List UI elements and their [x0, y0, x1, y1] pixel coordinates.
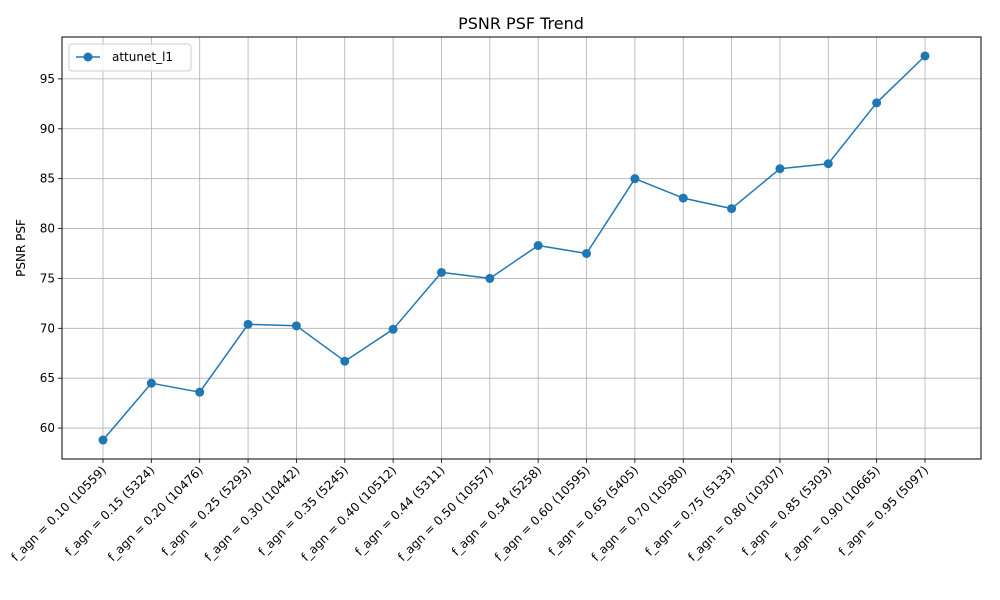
y-tick-label: 60 — [40, 421, 55, 435]
x-tick-label: f_agn = 0.60 (10595) — [492, 463, 593, 564]
data-point — [436, 267, 446, 277]
series-layer — [98, 51, 930, 445]
x-tick-label: f_agn = 0.15 (5324) — [62, 463, 157, 558]
data-point — [872, 98, 882, 108]
y-tick-label: 75 — [40, 271, 55, 285]
y-axis-ticks: 60 65 70 75 80 85 90 95 — [40, 72, 62, 435]
x-tick-label: f_agn = 0.80 (10307) — [685, 463, 786, 564]
y-tick-label: 95 — [40, 72, 55, 86]
y-tick-label: 65 — [40, 371, 55, 385]
data-point — [195, 387, 205, 397]
data-point — [823, 159, 833, 169]
data-point — [340, 356, 350, 366]
legend: attunet_l1 — [68, 43, 192, 72]
x-tick-label: f_agn = 0.90 (10665) — [782, 463, 883, 564]
chart-title: PSNR PSF Trend — [458, 14, 584, 33]
x-axis-ticks: f_agn = 0.10 (10559)f_agn = 0.15 (5324)f… — [8, 459, 931, 564]
data-point — [678, 193, 688, 203]
legend-point-marker — [83, 52, 93, 62]
data-point — [291, 321, 301, 331]
x-tick-label: f_agn = 0.40 (10512) — [298, 463, 399, 564]
y-tick-label: 80 — [40, 222, 55, 236]
x-tick-label: f_agn = 0.35 (5245) — [255, 463, 350, 558]
data-point — [920, 51, 930, 61]
legend-box — [68, 43, 192, 72]
data-point — [485, 273, 495, 283]
x-tick-label: f_agn = 0.54 (5258) — [449, 463, 544, 558]
data-point — [630, 174, 640, 184]
x-tick-label: f_agn = 0.85 (5303) — [739, 463, 834, 558]
x-tick-label: f_agn = 0.95 (5097) — [836, 463, 931, 558]
data-point — [582, 248, 592, 258]
x-tick-label: f_agn = 0.50 (10557) — [395, 463, 496, 564]
x-tick-label: f_agn = 0.75 (5133) — [642, 463, 737, 558]
data-point — [146, 378, 156, 388]
x-tick-label: f_agn = 0.70 (10580) — [589, 463, 690, 564]
x-tick-label: f_agn = 0.20 (10476) — [105, 463, 206, 564]
data-point — [533, 241, 543, 251]
series-line — [102, 55, 926, 441]
y-tick-label: 70 — [40, 321, 55, 335]
y-tick-label: 85 — [40, 172, 55, 186]
x-tick-label: f_agn = 0.25 (5293) — [159, 463, 254, 558]
data-point — [388, 324, 398, 334]
data-point — [727, 204, 737, 214]
data-point — [98, 435, 108, 445]
x-tick-label: f_agn = 0.10 (10559) — [8, 463, 109, 564]
x-tick-label: f_agn = 0.44 (5311) — [352, 463, 447, 558]
plot-frame — [61, 36, 982, 460]
legend-entry-label: attunet_l1 — [112, 50, 173, 64]
data-point — [243, 319, 253, 329]
y-tick-label: 90 — [40, 122, 55, 136]
y-axis-label: PSNR PSF — [14, 219, 28, 277]
data-point — [775, 164, 785, 174]
x-tick-label: f_agn = 0.30 (10442) — [202, 463, 303, 564]
x-tick-label: f_agn = 0.65 (5405) — [546, 463, 641, 558]
